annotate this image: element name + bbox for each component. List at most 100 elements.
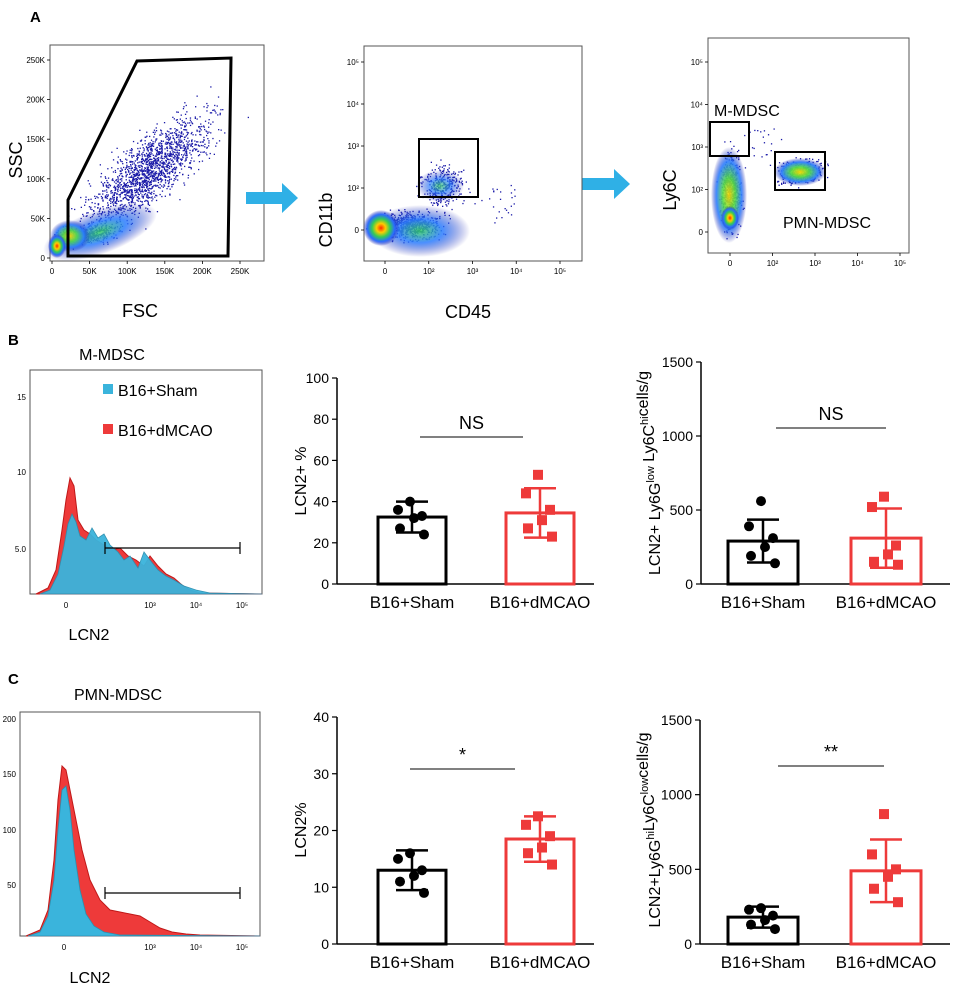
event-dot bbox=[170, 147, 173, 150]
data-point bbox=[405, 496, 415, 507]
event-dot bbox=[127, 191, 129, 193]
event-dot bbox=[186, 111, 188, 113]
event-dot bbox=[498, 211, 500, 213]
event-dot bbox=[137, 188, 139, 191]
event-dot bbox=[208, 140, 210, 142]
event-dot bbox=[156, 152, 158, 154]
event-dot bbox=[199, 141, 202, 143]
event-dot bbox=[156, 160, 158, 162]
event-dot bbox=[155, 167, 157, 169]
event-dot bbox=[141, 201, 143, 203]
event-dot bbox=[153, 160, 155, 162]
event-dot bbox=[198, 145, 201, 147]
event-dot bbox=[453, 171, 455, 173]
event-dot bbox=[147, 147, 149, 149]
x-axis-label: LCN2 bbox=[69, 627, 110, 644]
event-dot bbox=[131, 189, 133, 191]
event-dot bbox=[165, 166, 167, 168]
event-dot bbox=[123, 191, 126, 193]
event-dot bbox=[153, 190, 155, 192]
event-dot bbox=[164, 195, 166, 197]
event-dot bbox=[184, 151, 186, 153]
event-dot bbox=[436, 201, 438, 204]
x-tick: 10² bbox=[767, 259, 779, 268]
event-dot bbox=[129, 190, 131, 192]
event-dot bbox=[106, 179, 108, 182]
event-dot bbox=[137, 162, 139, 164]
event-dot bbox=[222, 109, 224, 111]
event-dot bbox=[170, 154, 172, 157]
event-dot bbox=[99, 207, 102, 209]
y-axis-label: LCN2+Ly6GhiLy6Clowcells/g bbox=[635, 732, 664, 927]
event-dot bbox=[210, 123, 212, 125]
event-dot bbox=[202, 151, 204, 153]
event-dot bbox=[118, 182, 121, 184]
event-dot bbox=[153, 174, 155, 176]
event-dot bbox=[133, 185, 135, 187]
event-dot bbox=[111, 196, 114, 198]
event-dot bbox=[104, 197, 106, 199]
event-dot bbox=[149, 188, 151, 190]
event-dot bbox=[159, 134, 161, 136]
event-dot bbox=[147, 171, 149, 173]
event-dot bbox=[172, 137, 174, 139]
event-dot bbox=[153, 178, 156, 180]
x-axis-label: CD45 bbox=[445, 302, 491, 322]
event-dot bbox=[191, 131, 193, 134]
event-dot bbox=[129, 186, 132, 188]
event-dot bbox=[179, 136, 181, 138]
event-dot bbox=[131, 155, 133, 157]
event-dot bbox=[137, 154, 139, 157]
event-dot bbox=[170, 170, 173, 173]
event-dot bbox=[177, 143, 179, 145]
event-dot bbox=[448, 201, 450, 203]
event-dot bbox=[454, 172, 457, 174]
event-dot bbox=[123, 151, 125, 153]
event-dot bbox=[187, 174, 190, 176]
event-dot bbox=[125, 190, 127, 192]
event-dot bbox=[102, 206, 104, 208]
event-dot bbox=[173, 178, 176, 180]
event-dot bbox=[179, 118, 181, 120]
event-dot bbox=[206, 102, 208, 105]
event-dot bbox=[444, 201, 447, 203]
x-category-label: B16+Sham bbox=[370, 953, 455, 972]
event-dot bbox=[184, 136, 186, 138]
event-dot bbox=[139, 200, 142, 202]
event-dot bbox=[210, 86, 212, 88]
event-dot bbox=[127, 171, 130, 173]
event-dot bbox=[208, 119, 210, 121]
event-dot bbox=[145, 190, 148, 192]
y-tick-label: 60 bbox=[313, 452, 329, 468]
event-dot bbox=[514, 195, 516, 197]
event-dot bbox=[510, 184, 512, 187]
event-dot bbox=[96, 196, 98, 198]
event-dot bbox=[777, 180, 779, 183]
event-dot bbox=[120, 184, 122, 186]
event-dot bbox=[132, 196, 135, 199]
event-dot bbox=[169, 155, 171, 157]
event-dot bbox=[130, 202, 132, 204]
event-dot bbox=[122, 191, 124, 193]
event-dot bbox=[113, 192, 115, 194]
event-dot bbox=[154, 173, 156, 175]
event-dot bbox=[121, 161, 123, 163]
event-dot bbox=[185, 150, 187, 153]
event-dot bbox=[156, 154, 159, 156]
event-dot bbox=[160, 129, 162, 131]
event-dot bbox=[110, 192, 112, 194]
event-dot bbox=[178, 153, 180, 155]
event-dot bbox=[176, 129, 179, 131]
event-dot bbox=[186, 143, 188, 145]
event-dot bbox=[143, 186, 145, 188]
event-dot bbox=[191, 157, 193, 159]
event-dot bbox=[217, 114, 219, 116]
event-dot bbox=[141, 196, 143, 198]
event-dot bbox=[189, 149, 191, 152]
event-dot bbox=[177, 175, 179, 177]
data-point bbox=[419, 887, 429, 898]
event-dot bbox=[136, 183, 138, 185]
event-dot bbox=[127, 192, 129, 194]
event-dot bbox=[194, 116, 196, 118]
x-tick: 10³ bbox=[144, 601, 156, 610]
